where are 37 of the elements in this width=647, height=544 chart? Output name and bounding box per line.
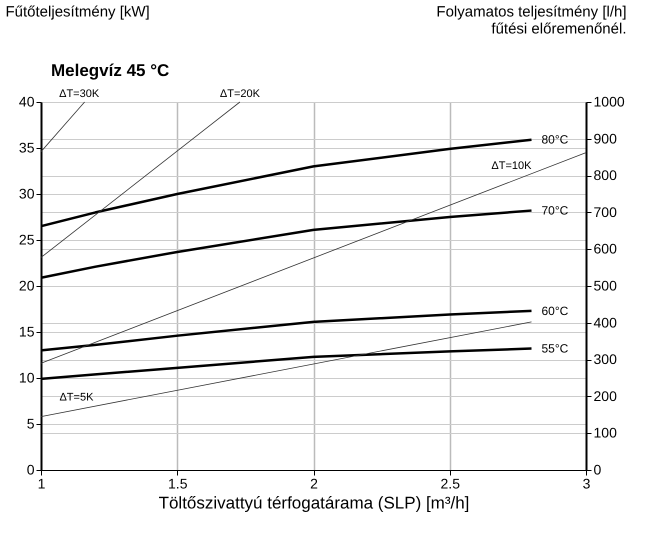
series-label: 55°C [542,342,569,356]
y-tick-label: 25 [18,232,35,248]
y2-tick-label: 1000 [594,94,625,110]
y-tick-label: 30 [18,186,35,202]
x-axis-title: Töltőszivattyú térfogatárama (SLP) [m³/h] [158,494,470,512]
y2-tick-label: 700 [594,204,618,220]
y-axis-title: Fűtőteljesítmény [kW] [6,4,150,20]
series-label: 70°C [542,204,569,218]
y2-tick-label: 100 [594,424,618,441]
x-tick-label: 3 [582,476,591,492]
annotation: ΔT=10K [491,160,532,172]
series-label: 80°C [542,132,569,147]
y-tick-label: 15 [18,324,35,340]
y2-tick-label: 300 [594,351,618,368]
y2-tick-label: 0 [594,462,602,478]
x-tick-label: 1.5 [168,476,188,492]
y2-tick-label: 200 [594,388,618,404]
annotation: ΔT=30K [59,88,100,100]
x-tick-label: 1 [38,476,46,492]
y-tick-label: 40 [18,94,35,110]
y2-tick-label: 500 [594,278,618,294]
y-tick-label: 10 [18,370,35,386]
chart-title: Melegvíz 45 °C [51,61,170,80]
y-tick-label: 5 [26,416,35,432]
y2-tick-label: 800 [594,167,618,184]
y-tick-label: 20 [18,278,35,294]
y2-tick-label: 400 [594,314,618,330]
x-tick-label: 2.5 [440,476,460,492]
annotation: ΔT=20K [220,88,261,100]
y2-axis-title: Folyamatos teljesítmény [l/h] fűtési előremenőnél. [436,4,626,38]
annotation: ΔT=5K [59,392,94,404]
series-label: 60°C [542,304,569,318]
y2-tick-label: 900 [594,130,618,146]
x-tick-label: 2 [310,476,318,492]
y-tick-label: 0 [26,462,35,478]
y2-tick-label: 600 [594,240,618,257]
y-tick-label: 35 [18,140,35,156]
